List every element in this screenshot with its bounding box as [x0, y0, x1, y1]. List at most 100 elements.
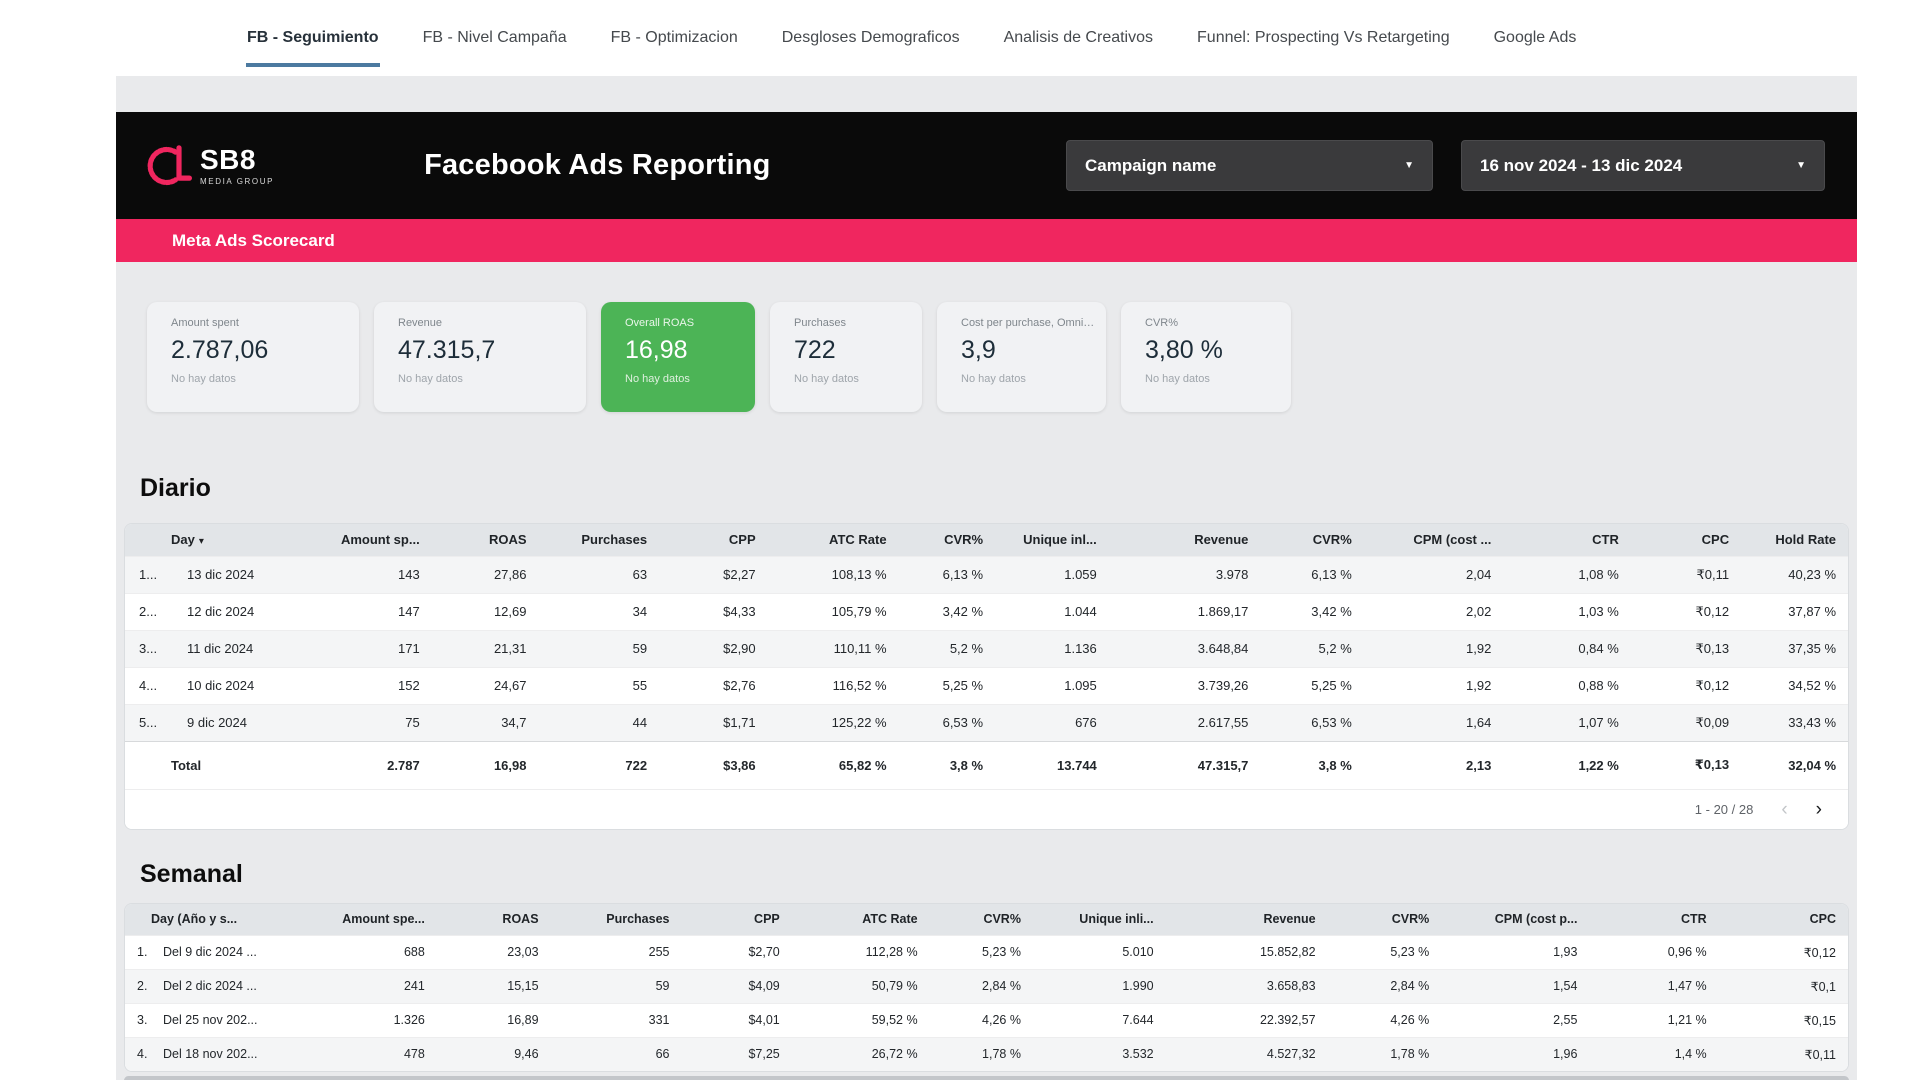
pagination-range: 1 - 20 / 28: [1694, 802, 1754, 817]
column-header-cpm-cost-p[interactable]: CPM (cost p...: [1441, 904, 1590, 935]
report-title: Facebook Ads Reporting: [424, 149, 771, 181]
column-header-ctr[interactable]: CTR: [1503, 524, 1631, 556]
column-header-revenue[interactable]: Revenue: [1108, 524, 1261, 556]
daily-table-card: Day ▾ Amount sp... ROAS Purchases CPP ATC Rate…: [124, 523, 1849, 830]
row-number: 4...: [139, 678, 158, 693]
column-header-hold-rate[interactable]: Hold Rate: [1741, 524, 1848, 556]
column-label: ATC Rate: [862, 912, 918, 927]
column-header-cvr[interactable]: CVR%: [1327, 904, 1442, 935]
column-header-cvr[interactable]: CVR%: [929, 904, 1033, 935]
table-cell: 4,26 %: [1327, 1002, 1442, 1037]
sort-desc-icon: ▾: [198, 536, 204, 548]
horizontal-scrollbar[interactable]: [124, 1076, 1849, 1080]
scorecard-label: Overall ROAS: [625, 317, 695, 329]
table-cell: 40,23 %: [1741, 555, 1848, 593]
column-header-day[interactable]: Day ▾: [125, 524, 298, 556]
table-cell: $2,90: [659, 629, 768, 667]
column-header-unique-inl[interactable]: Unique inl...: [995, 524, 1109, 556]
campaign-filter-dropdown[interactable]: Campaign name ▼: [1066, 140, 1433, 191]
column-header-unique-inli[interactable]: Unique inli...: [1032, 904, 1166, 935]
day-value: 13 dic 2024: [187, 567, 255, 582]
table-cell: 147: [297, 592, 432, 630]
table-cell: 1,47 %: [1589, 968, 1719, 1003]
total-cell: 47.315,7: [1108, 740, 1261, 789]
table-cell: ₹0,09: [1630, 703, 1742, 741]
table-cell: 1,03 %: [1503, 592, 1631, 630]
row-number: 3...: [139, 641, 158, 656]
column-header-cpp[interactable]: CPP: [659, 524, 768, 556]
column-label: ROAS: [488, 532, 527, 548]
pagination-prev-icon[interactable]: ‹: [1781, 799, 1788, 820]
tab-desgloses-demograficos[interactable]: Desgloses Demograficos: [781, 29, 960, 46]
header-filters: Campaign name ▼ 16 nov 2024 - 13 dic 202…: [1066, 140, 1825, 191]
table-cell: 34,7: [431, 703, 539, 741]
table-cell: 1.095: [995, 666, 1109, 704]
table-cell: 59: [550, 968, 682, 1003]
column-header-revenue[interactable]: Revenue: [1165, 904, 1328, 935]
table-cell: 1,92: [1363, 666, 1504, 704]
column-label: CVR%: [1391, 912, 1430, 927]
date-range-dropdown[interactable]: 16 nov 2024 - 13 dic 2024 ▼: [1461, 140, 1825, 191]
campaign-filter-label: Campaign name: [1085, 155, 1217, 175]
row-number: 1.: [137, 945, 148, 959]
column-header-cvr[interactable]: CVR%: [1260, 524, 1364, 556]
total-row: Total 2.787 16,98 722 $3,86 65,82 % 3,8 % 13.74…: [125, 740, 1848, 789]
column-header-purchases[interactable]: Purchases: [538, 524, 660, 556]
report-tab-bar: FB - Seguimiento FB - Nivel Campaña FB - O…: [0, 0, 1920, 76]
daily-pagination: 1 - 20 / 28 ‹ ›: [125, 789, 1848, 829]
column-header-roas[interactable]: ROAS: [436, 904, 551, 935]
table-cell: 676: [995, 703, 1109, 741]
column-header-atc-rate[interactable]: ATC Rate: [791, 904, 930, 935]
table-cell: 2,55: [1441, 1002, 1590, 1037]
table-cell: 5,23 %: [1327, 934, 1442, 969]
column-header-cpp[interactable]: CPP: [681, 904, 792, 935]
total-cell: 3,8 %: [898, 740, 996, 789]
scorecard-note: No hay datos: [961, 373, 1026, 385]
day-value: 10 dic 2024: [187, 678, 255, 693]
day-value: 12 dic 2024: [187, 604, 255, 619]
column-label: Amount spe...: [342, 912, 425, 927]
table-cell: 241: [293, 968, 437, 1003]
table-cell: 4.527,32: [1165, 1036, 1328, 1071]
scorecard-note: No hay datos: [625, 373, 690, 385]
column-label: CVR%: [1312, 532, 1352, 548]
table-cell: 3.532: [1032, 1036, 1166, 1071]
table-row: 3. Del 25 nov 202... 1.326 16,89 331 $4,01 59,…: [125, 1002, 1848, 1037]
table-cell: 1,07 %: [1503, 703, 1631, 741]
column-header-amount-spe[interactable]: Amount spe...: [293, 904, 437, 935]
table-cell: 24,67: [431, 666, 539, 704]
table-row: 5... 9 dic 2024 75 34,7 44 $1,71 125,22 % 6,53 …: [125, 703, 1848, 741]
column-header-cpc[interactable]: CPC: [1718, 904, 1848, 935]
table-cell: 50,79 %: [791, 968, 930, 1003]
table-cell: 23,03: [436, 934, 551, 969]
table-cell: 152: [297, 666, 432, 704]
table-row: 2. Del 2 dic 2024 ... 241 15,15 59 $4,09 50,79…: [125, 968, 1848, 1003]
total-cell: 65,82 %: [767, 740, 899, 789]
scorecard-value: 16,98: [625, 336, 688, 364]
column-header-purchases[interactable]: Purchases: [550, 904, 682, 935]
column-header-amount-sp[interactable]: Amount sp...: [297, 524, 432, 556]
column-header-ctr[interactable]: CTR: [1589, 904, 1719, 935]
tab-fb-optimizacion[interactable]: FB - Optimizacion: [610, 29, 738, 46]
scorecard-note: No hay datos: [794, 373, 859, 385]
column-header-cpc[interactable]: CPC: [1630, 524, 1742, 556]
pagination-next-icon[interactable]: ›: [1815, 799, 1822, 820]
tab-google-ads[interactable]: Google Ads: [1493, 29, 1577, 46]
tab-funnel-prospecting-vs-retargeting[interactable]: Funnel: Prospecting Vs Retargeting: [1197, 29, 1450, 46]
tab-fb-nivel-campa-a[interactable]: FB - Nivel Campaña: [422, 29, 567, 46]
table-cell: 5,23 %: [929, 934, 1033, 969]
column-header-cvr[interactable]: CVR%: [898, 524, 996, 556]
table-cell: 2,84 %: [1327, 968, 1442, 1003]
column-header-cpm-cost[interactable]: CPM (cost ...: [1363, 524, 1504, 556]
tab-fb-seguimiento[interactable]: FB - Seguimiento: [246, 29, 380, 67]
column-header-roas[interactable]: ROAS: [431, 524, 539, 556]
column-header-atc-rate[interactable]: ATC Rate: [767, 524, 899, 556]
table-cell: 3,42 %: [1260, 592, 1364, 630]
table-cell: 1,92: [1363, 629, 1504, 667]
column-label: Unique inli...: [1079, 912, 1154, 927]
column-label: CPP: [728, 532, 756, 548]
scorecard-value: 722: [794, 336, 836, 364]
column-header-day-a-o-y-s[interactable]: Day (Año y s...: [125, 904, 294, 935]
table-cell: ₹0,15: [1718, 1002, 1848, 1037]
tab-analisis-de-creativos[interactable]: Analisis de Creativos: [1003, 29, 1154, 46]
